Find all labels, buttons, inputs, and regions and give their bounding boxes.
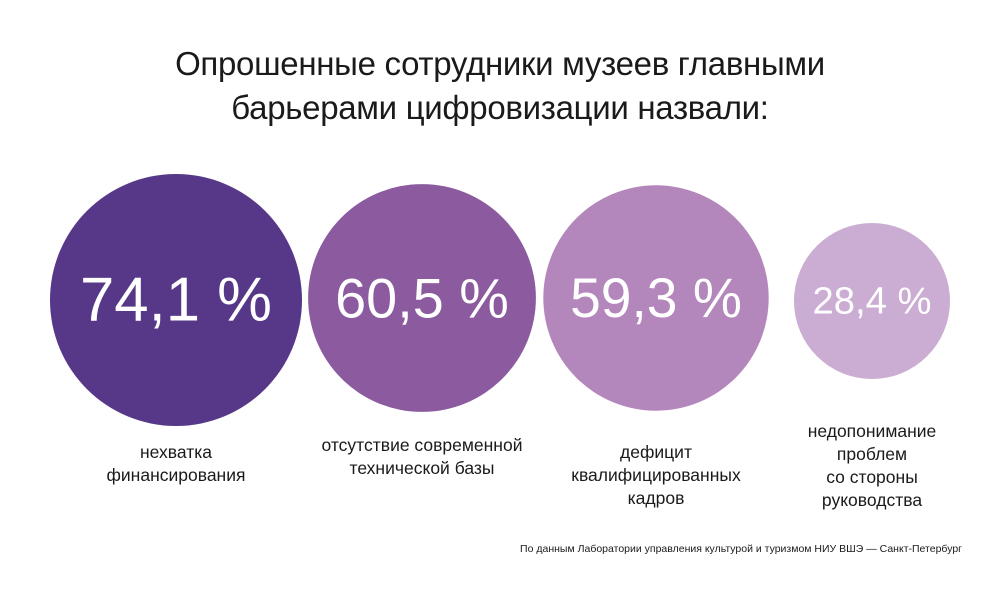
chart-title-line-2: барьерами цифровизации назвали: bbox=[231, 89, 769, 126]
bubbles-group: 74,1 % нехватка финансирования 60,5 % отсутс… bbox=[50, 174, 950, 510]
bubble-category-label-2-line-1: отсутствие современной bbox=[322, 435, 523, 455]
bubble-category-label-1-line-2: финансирования bbox=[107, 465, 246, 485]
bubble-category-label-4-line-3: со стороны bbox=[826, 467, 918, 487]
bubble-2 bbox=[308, 184, 536, 412]
bubble-3 bbox=[543, 185, 769, 411]
bubble-category-label-3-line-3: кадров bbox=[628, 488, 685, 508]
bubble-value-label-3: 59,3 % bbox=[570, 267, 742, 329]
bubble-category-label-4-line-1: недопонимание bbox=[808, 421, 937, 441]
source-note: По данным Лаборатории управления культур… bbox=[520, 543, 962, 555]
bubble-category-label-3-line-1: дефицит bbox=[620, 442, 692, 462]
chart-title-line-1: Опрошенные сотрудники музеев главными bbox=[175, 45, 825, 82]
bubble-category-label-4-line-4: руководства bbox=[822, 490, 922, 510]
bubble-category-label-1-line-1: нехватка bbox=[140, 442, 212, 462]
bubble-4 bbox=[794, 223, 950, 379]
bubble-category-label-3-line-2: квалифицированных bbox=[571, 465, 741, 485]
bubble-value-label-2: 60,5 % bbox=[335, 267, 509, 330]
bubble-value-label-1: 74,1 % bbox=[80, 266, 272, 335]
bubble-value-label-4: 28,4 % bbox=[813, 280, 932, 323]
bubble-category-label-2-line-2: технической базы bbox=[350, 458, 495, 478]
bubble-category-label-4-line-2: проблем bbox=[837, 444, 907, 464]
bubble-1 bbox=[50, 174, 302, 426]
